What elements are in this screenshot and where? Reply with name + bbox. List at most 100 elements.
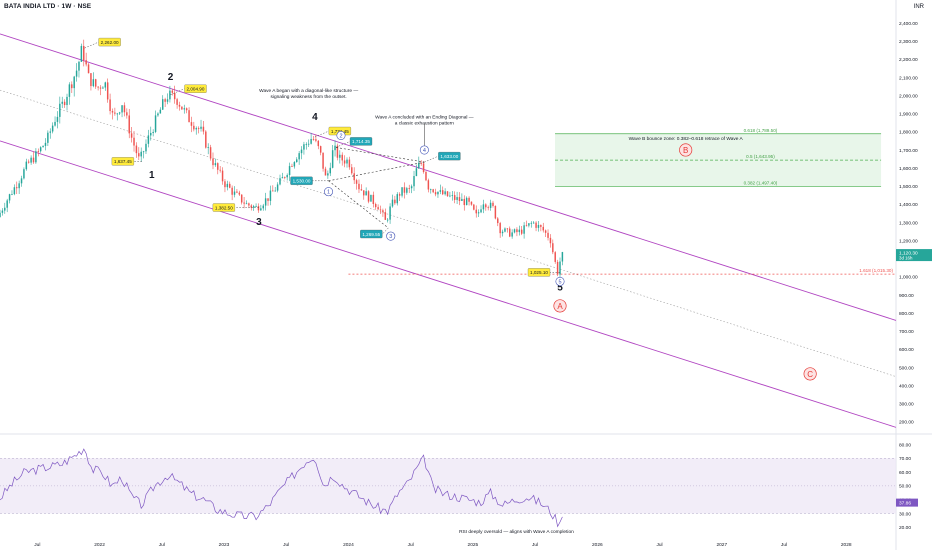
wave-price-box <box>212 203 235 212</box>
last-price-countdown: 3d 16h <box>899 256 913 261</box>
candle-body <box>291 166 293 167</box>
price-tick-label: 1,300.00 <box>899 220 918 226</box>
subwave-circle <box>324 187 334 197</box>
candle-body <box>92 79 95 87</box>
candle-body <box>351 167 353 174</box>
candle-body <box>123 105 126 113</box>
candle-body <box>516 229 518 233</box>
candle-body <box>547 232 549 238</box>
candle-body <box>87 64 90 74</box>
candle-body <box>458 197 461 202</box>
candle-body <box>6 200 8 208</box>
candle-body <box>279 178 281 185</box>
candle-body <box>130 133 133 138</box>
wave-count-4: 4 <box>312 112 318 123</box>
wave-price-text: 1,633.00 <box>440 154 458 159</box>
rsi-tick-label: 30.00 <box>899 511 911 517</box>
abc-circle <box>679 143 693 157</box>
candle-body <box>260 208 262 211</box>
time-tick-label: 2023 <box>219 542 230 548</box>
candle-body <box>470 201 473 205</box>
candle-body <box>150 132 152 136</box>
candle-body <box>281 177 284 179</box>
wave-price-box <box>527 268 551 277</box>
price-tick-label: 1,500.00 <box>899 184 918 190</box>
candle-body <box>384 212 387 220</box>
candle-body <box>109 99 111 112</box>
candle-body <box>523 225 525 234</box>
wave-price-box <box>184 84 207 93</box>
time-tick-label: 2027 <box>716 542 727 548</box>
candle-body <box>410 186 413 189</box>
candle-body <box>372 194 375 205</box>
price-tick-label: 2,100.00 <box>899 75 918 81</box>
price-tick-label: 500.00 <box>899 365 914 371</box>
candle-body <box>415 168 418 177</box>
candle-body <box>437 191 439 195</box>
price-tick-label: 2,000.00 <box>899 93 918 99</box>
candle-body <box>480 209 482 213</box>
rsi-tick-label: 80.00 <box>899 442 911 448</box>
candle-body <box>94 79 97 87</box>
candle-body <box>83 45 85 61</box>
candle-body <box>243 202 245 204</box>
candle-body <box>51 125 54 132</box>
candle-body <box>171 90 174 93</box>
candle-body <box>501 231 504 234</box>
candle-body <box>492 202 494 206</box>
candle-body <box>63 101 66 106</box>
candle-body <box>379 209 382 211</box>
candle-body <box>236 191 238 193</box>
candle-body <box>75 70 78 77</box>
time-tick-label: 2022 <box>94 542 105 548</box>
diagonal-upper-line <box>335 147 425 163</box>
candle-body <box>161 99 164 110</box>
time-tick-label: Jul <box>656 542 662 548</box>
price-tick-label: 300.00 <box>899 402 914 408</box>
candle-body <box>23 169 25 179</box>
time-tick-label: Jul <box>781 542 787 548</box>
annotation-wave-b-zone: Wave B bounce zone: 0.382–0.618 retrace … <box>629 136 744 142</box>
candle-body <box>183 108 186 110</box>
candle-body <box>353 173 355 181</box>
candle-body <box>441 190 444 195</box>
candle-body <box>97 86 99 88</box>
candle-body <box>262 205 264 209</box>
candle-body <box>4 207 6 211</box>
candle-body <box>343 160 346 164</box>
candle-body <box>90 73 92 87</box>
candle-body <box>267 198 269 201</box>
price-tick-label: 1,700.00 <box>899 148 918 154</box>
price-tick-label: 1,000.00 <box>899 275 918 281</box>
time-tick-label: Jul <box>532 542 538 548</box>
candle-body <box>406 188 408 193</box>
channel-mid-line <box>0 89 897 377</box>
candle-body <box>118 112 121 114</box>
candle-body <box>195 128 197 130</box>
candle-body <box>284 177 286 178</box>
time-tick-label: 2024 <box>343 542 354 548</box>
candle-body <box>422 163 425 172</box>
abc-label-C: C <box>807 370 813 379</box>
candle-body <box>248 203 250 206</box>
candle-body <box>27 161 30 163</box>
wave-price-box <box>290 176 313 185</box>
candle-body <box>37 151 40 153</box>
currency-label: INR <box>913 4 924 10</box>
candle-body <box>485 204 487 208</box>
candle-body <box>561 252 564 262</box>
candle-body <box>463 198 466 206</box>
candle-body <box>336 145 339 158</box>
price-tick-label: 2,200.00 <box>899 57 918 63</box>
candle-body <box>403 187 406 193</box>
candle-body <box>537 224 540 228</box>
candle-body <box>257 206 260 211</box>
candle-body <box>99 87 102 89</box>
candle-body <box>221 170 224 182</box>
candle-body <box>386 219 389 221</box>
candle-body <box>190 122 193 126</box>
rsi-tick-label: 70.00 <box>899 456 911 462</box>
candle-body <box>554 252 556 262</box>
candle-body <box>264 198 267 206</box>
